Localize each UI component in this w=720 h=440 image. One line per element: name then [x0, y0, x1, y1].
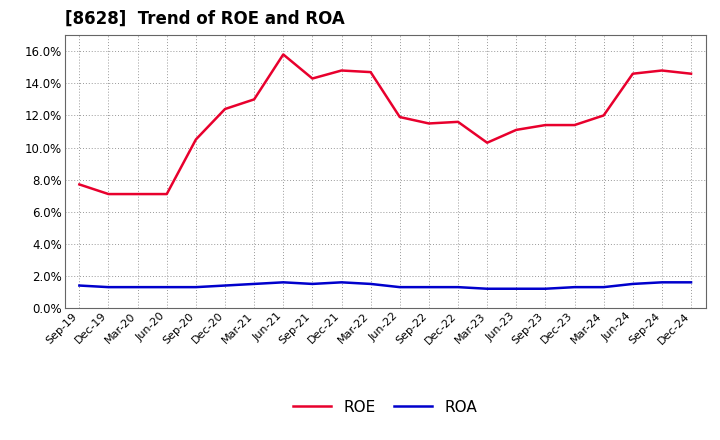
ROE [541, 122, 550, 128]
ROA [570, 285, 579, 290]
ROA [308, 281, 317, 286]
Line: ROE: ROE [79, 55, 691, 194]
ROA [629, 281, 637, 286]
ROE [483, 140, 492, 145]
ROA [512, 286, 521, 291]
ROE [337, 68, 346, 73]
ROA [163, 285, 171, 290]
ROA [279, 280, 287, 285]
ROA [395, 285, 404, 290]
ROA [687, 280, 696, 285]
Legend: ROE, ROA: ROE, ROA [293, 400, 477, 415]
ROA [104, 285, 113, 290]
ROE [570, 122, 579, 128]
ROE [308, 76, 317, 81]
ROA [220, 283, 229, 288]
ROA [541, 286, 550, 291]
ROE [250, 97, 258, 102]
ROA [250, 281, 258, 286]
ROA [192, 285, 200, 290]
ROE [192, 137, 200, 142]
ROA [337, 280, 346, 285]
ROA [599, 285, 608, 290]
ROE [657, 68, 666, 73]
ROE [512, 127, 521, 132]
ROE [366, 70, 375, 75]
ROE [133, 191, 142, 197]
ROE [599, 113, 608, 118]
ROA [454, 285, 462, 290]
ROE [75, 182, 84, 187]
ROA [133, 285, 142, 290]
ROA [75, 283, 84, 288]
ROA [366, 281, 375, 286]
ROA [425, 285, 433, 290]
ROE [220, 106, 229, 112]
Line: ROA: ROA [79, 282, 691, 289]
ROE [454, 119, 462, 125]
Text: [8628]  Trend of ROE and ROA: [8628] Trend of ROE and ROA [65, 10, 345, 28]
ROE [279, 52, 287, 57]
ROA [483, 286, 492, 291]
ROE [425, 121, 433, 126]
ROE [163, 191, 171, 197]
ROA [657, 280, 666, 285]
ROE [395, 114, 404, 120]
ROE [104, 191, 113, 197]
ROE [687, 71, 696, 77]
ROE [629, 71, 637, 77]
